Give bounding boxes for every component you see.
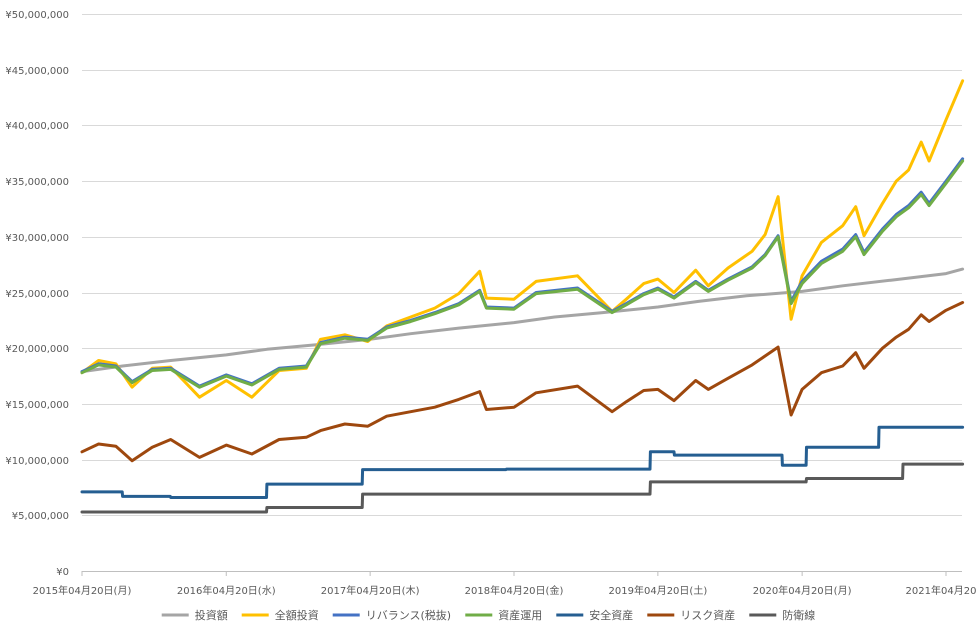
series-line	[80, 159, 965, 389]
y-tick-label: ¥10,000,000	[5, 456, 69, 467]
legend-label: 投資額	[195, 608, 228, 622]
series-line	[80, 425, 965, 499]
series-line	[80, 79, 965, 399]
series-line	[80, 301, 965, 463]
x-tick-label: 2021年04月20日	[906, 584, 977, 597]
legend-label: 全額投資	[275, 608, 319, 622]
x-tick-label: 2015年04月20日(月)	[33, 584, 132, 597]
legend: 投資額 全額投資 リバランス(税抜) 資産運用 安全資産 リスク資産 防衛線	[161, 608, 815, 622]
y-tick-label: ¥25,000,000	[5, 289, 69, 300]
y-tick-label: ¥5,000,000	[12, 511, 69, 522]
legend-item: 防衛線	[749, 608, 815, 622]
x-tick-label: 2017年04月20日(木)	[321, 584, 420, 597]
legend-label: リスク資産	[680, 609, 735, 622]
legend-label: 安全資産	[589, 608, 633, 622]
series-line	[80, 157, 965, 388]
legend-item: 全額投資	[241, 608, 319, 622]
series-line	[80, 267, 965, 374]
x-tick-label: 2018年04月20日(金)	[465, 584, 564, 597]
y-tick-label: ¥35,000,000	[5, 177, 69, 188]
y-tick-label: ¥20,000,000	[5, 344, 69, 355]
y-tick-label: ¥30,000,000	[5, 233, 69, 244]
legend-label: 防衛線	[782, 608, 815, 622]
axes: ¥0 ¥5,000,000 ¥10,000,000 ¥15,000,000 ¥20,00…	[5, 10, 977, 597]
legend-label: リバランス(税抜)	[366, 608, 451, 622]
x-tick-label: 2016年04月20日(水)	[177, 584, 276, 597]
x-tick-label: 2019年04月20日(土)	[609, 584, 708, 597]
legend-item: リスク資産	[647, 609, 735, 622]
legend-item: リバランス(税抜)	[332, 608, 451, 622]
legend-item: 安全資産	[556, 608, 633, 622]
legend-item: 資産運用	[465, 609, 542, 622]
legend-item: 投資額	[161, 608, 228, 622]
series-lines	[80, 79, 965, 514]
y-tick-label: ¥50,000,000	[5, 10, 69, 21]
series-line	[80, 462, 965, 514]
y-tick-label: ¥45,000,000	[5, 66, 69, 77]
y-tick-label: ¥0	[56, 567, 69, 578]
y-tick-label: ¥40,000,000	[5, 121, 69, 132]
y-tick-label: ¥15,000,000	[5, 400, 69, 411]
x-tick-label: 2020年04月20日(月)	[753, 584, 852, 597]
gridlines	[82, 14, 962, 516]
legend-label: 資産運用	[498, 609, 542, 622]
